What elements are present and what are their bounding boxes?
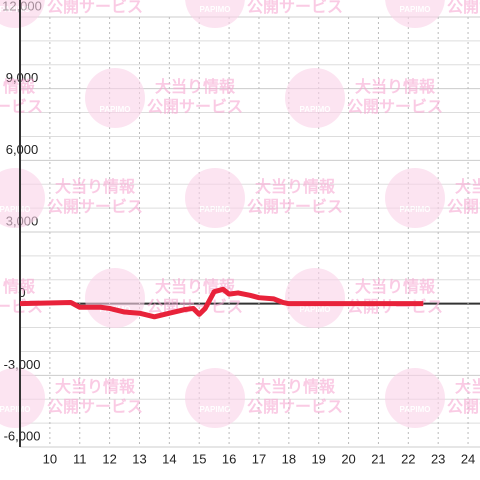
watermark-logo xyxy=(85,268,145,328)
watermark-line1: 大当り情報 xyxy=(0,277,36,296)
watermark-brand: PAPIMO xyxy=(300,305,331,314)
watermark-line1: 大当り情報 xyxy=(155,77,236,96)
watermark-logo xyxy=(385,168,445,228)
watermark-line1: 大当り情報 xyxy=(0,77,36,96)
watermark-line2: 公開サービス xyxy=(447,0,480,16)
watermark-brand: PAPIMO xyxy=(400,5,431,14)
watermark-brand: PAPIMO xyxy=(0,405,30,414)
watermark-line2: 公開サービス xyxy=(247,198,343,216)
x-tick-label: 20 xyxy=(341,451,355,466)
watermark-line2: 公開サービス xyxy=(47,398,143,416)
x-tick-label: 17 xyxy=(252,451,266,466)
watermark-line2: 公開サービス xyxy=(0,98,43,116)
watermark-logo xyxy=(0,168,45,228)
y-tick-label: -6,000 xyxy=(4,428,41,443)
watermark-logo xyxy=(85,68,145,128)
x-tick-label: 12 xyxy=(102,451,116,466)
x-tick-label: 11 xyxy=(73,451,87,466)
watermark-line2: 公開サービス xyxy=(47,0,143,16)
watermark-line1: 大当り情報 xyxy=(455,177,480,196)
x-tick-label: 15 xyxy=(192,451,206,466)
watermark-line2: 公開サービス xyxy=(247,0,343,16)
x-tick-label: 21 xyxy=(371,451,385,466)
watermark-brand: PAPIMO xyxy=(200,205,231,214)
y-tick-label: 0 xyxy=(18,285,25,300)
data-line xyxy=(19,286,424,320)
watermark-brand: PAPIMO xyxy=(200,405,231,414)
watermark-line1: 大当り情報 xyxy=(155,277,236,296)
watermark-logo xyxy=(185,368,245,428)
watermark-brand: PAPIMO xyxy=(300,105,331,114)
watermark-line1: 大当り情報 xyxy=(55,177,136,196)
watermark-brand: PAPIMO xyxy=(400,205,431,214)
watermark-brand: PAPIMO xyxy=(0,5,30,14)
y-tick-label: 6,000 xyxy=(6,142,39,157)
watermark-line2: 公開サービス xyxy=(347,298,443,316)
watermark-line1: 大当り情報 xyxy=(355,77,436,96)
x-tick-label: 10 xyxy=(43,451,57,466)
watermark-brand: PAPIMO xyxy=(0,205,30,214)
watermark-line1: 大当り情報 xyxy=(455,377,480,396)
watermark-line2: 公開サービス xyxy=(247,398,343,416)
y-tick-label: -3,000 xyxy=(4,357,41,372)
watermark: PAPIMO大当り情報公開サービスPAPIMO大当り情報公開サービスPAPIMO… xyxy=(0,0,480,428)
watermark-line1: 大当り情報 xyxy=(55,377,136,396)
watermark-line1: 大当り情報 xyxy=(255,177,336,196)
watermark-logo xyxy=(0,0,45,28)
watermark-line2: 公開サービス xyxy=(47,198,143,216)
x-tick-label: 22 xyxy=(401,451,415,466)
watermark-logo xyxy=(285,268,345,328)
x-tick-label: 23 xyxy=(431,451,445,466)
watermark-line1: 大当り情報 xyxy=(255,377,336,396)
y-tick-label: 9,000 xyxy=(6,70,39,85)
watermark-brand: PAPIMO xyxy=(200,5,231,14)
watermark-logo xyxy=(385,368,445,428)
watermark-brand: PAPIMO xyxy=(100,105,131,114)
watermark-line2: 公開サービス xyxy=(447,198,480,216)
watermark-line2: 公開サービス xyxy=(147,98,243,116)
watermark-logo xyxy=(285,68,345,128)
x-tick-label: 18 xyxy=(282,451,296,466)
watermark-logo xyxy=(185,0,245,28)
x-tick-label: 13 xyxy=(132,451,146,466)
x-tick-label: 14 xyxy=(162,451,176,466)
x-tick-label: 24 xyxy=(461,451,475,466)
watermark-line2: 公開サービス xyxy=(447,398,480,416)
x-tick-label: 16 xyxy=(222,451,236,466)
x-tick-label: 19 xyxy=(311,451,325,466)
watermark-logo xyxy=(0,368,45,428)
watermark-logo xyxy=(385,0,445,28)
watermark-line1: 大当り情報 xyxy=(355,277,436,296)
watermark-brand: PAPIMO xyxy=(400,405,431,414)
watermark-logo xyxy=(185,168,245,228)
watermark-line2: 公開サービス xyxy=(347,98,443,116)
